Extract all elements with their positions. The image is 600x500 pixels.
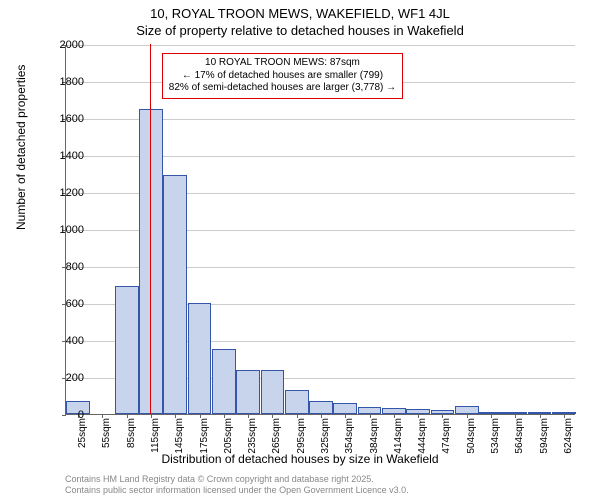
annotation-line3: 82% of semi-detached houses are larger (… xyxy=(169,82,396,95)
x-tick-label: 624sqm xyxy=(563,418,574,463)
annotation-line1: 10 ROYAL TROON MEWS: 87sqm xyxy=(169,57,396,70)
x-tick-label: 145sqm xyxy=(174,418,185,463)
histogram-bar xyxy=(188,303,212,414)
y-tick-label: 1400 xyxy=(44,150,84,162)
x-tick-label: 354sqm xyxy=(344,418,355,463)
x-tick-label: 414sqm xyxy=(393,418,404,463)
x-tick-label: 205sqm xyxy=(223,418,234,463)
histogram-bar xyxy=(236,370,260,414)
x-tick-label: 474sqm xyxy=(441,418,452,463)
annotation-box: 10 ROYAL TROON MEWS: 87sqm← 17% of detac… xyxy=(162,53,403,99)
y-tick-label: 600 xyxy=(44,298,84,310)
x-tick-label: 265sqm xyxy=(271,418,282,463)
x-tick-label: 295sqm xyxy=(296,418,307,463)
x-tick-label: 175sqm xyxy=(199,418,210,463)
y-tick-label: 2000 xyxy=(44,39,84,51)
x-tick-label: 235sqm xyxy=(247,418,258,463)
x-tick-label: 504sqm xyxy=(466,418,477,463)
annotation-line2: ← 17% of detached houses are smaller (79… xyxy=(169,70,396,83)
histogram-bar xyxy=(285,390,309,414)
histogram-bar xyxy=(455,406,479,414)
attribution-text: Contains HM Land Registry data © Crown c… xyxy=(65,474,409,496)
histogram-bar xyxy=(309,401,333,414)
gridline xyxy=(66,45,575,46)
y-axis-label: Number of detached properties xyxy=(14,65,28,230)
y-tick-label: 800 xyxy=(44,261,84,273)
y-tick-label: 1200 xyxy=(44,187,84,199)
x-tick-label: 444sqm xyxy=(417,418,428,463)
histogram-bar xyxy=(333,403,357,414)
x-tick-label: 564sqm xyxy=(514,418,525,463)
x-tick-label: 325sqm xyxy=(320,418,331,463)
y-tick-label: 1800 xyxy=(44,76,84,88)
chart-title-main: 10, ROYAL TROON MEWS, WAKEFIELD, WF1 4JL xyxy=(0,0,600,21)
histogram-bar xyxy=(358,407,382,414)
histogram-bar xyxy=(163,175,187,414)
histogram-bar xyxy=(115,286,139,414)
plot-area: 10 ROYAL TROON MEWS: 87sqm← 17% of detac… xyxy=(65,45,575,415)
chart-title-sub: Size of property relative to detached ho… xyxy=(0,21,600,38)
histogram-bar xyxy=(212,349,236,414)
y-tick-label: 200 xyxy=(44,372,84,384)
x-tick-label: 55sqm xyxy=(101,418,112,463)
x-tick-label: 85sqm xyxy=(126,418,137,463)
attribution-line2: Contains public sector information licen… xyxy=(65,485,409,496)
property-marker-line xyxy=(150,44,152,414)
x-tick-label: 384sqm xyxy=(369,418,380,463)
x-tick-label: 594sqm xyxy=(539,418,550,463)
histogram-bar xyxy=(261,370,285,414)
attribution-line1: Contains HM Land Registry data © Crown c… xyxy=(65,474,409,485)
y-tick-label: 1000 xyxy=(44,224,84,236)
x-tick-label: 25sqm xyxy=(77,418,88,463)
x-tick-label: 115sqm xyxy=(150,418,161,463)
x-tick-label: 534sqm xyxy=(490,418,501,463)
y-tick-label: 400 xyxy=(44,335,84,347)
y-tick-label: 1600 xyxy=(44,113,84,125)
